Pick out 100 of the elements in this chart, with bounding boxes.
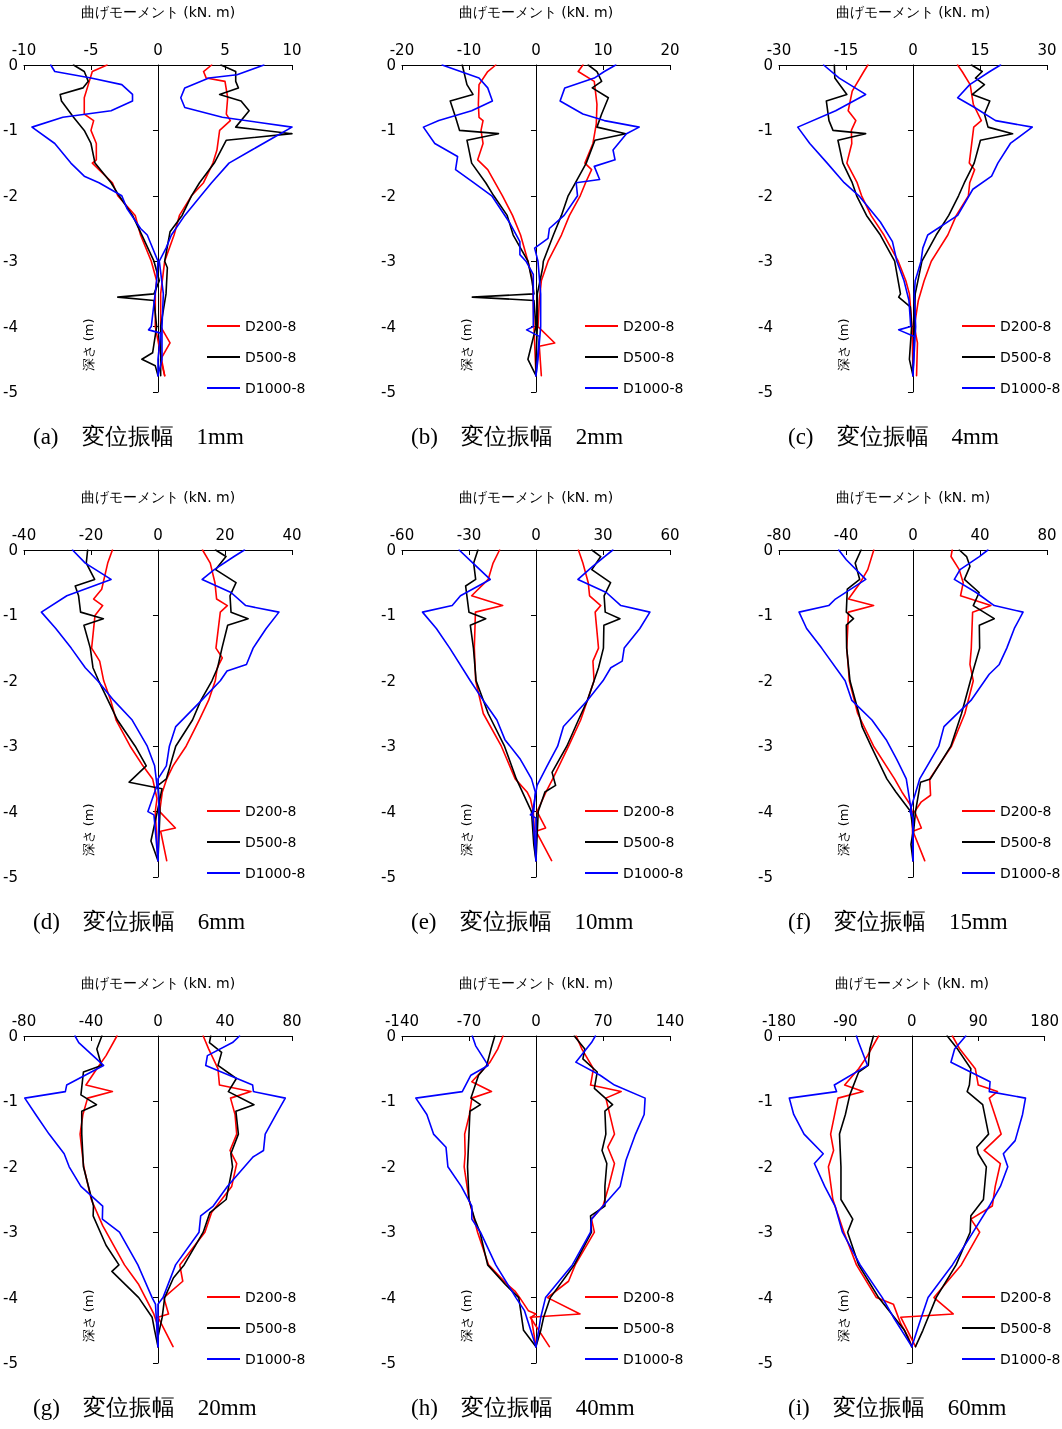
legend-label: D1000-8 xyxy=(1000,1351,1061,1367)
y-tick-label: -5 xyxy=(2,1354,18,1372)
y-tick-label: -1 xyxy=(757,121,773,140)
legend-label: D500-8 xyxy=(245,349,297,365)
y-tick-label: 0 xyxy=(8,1027,18,1045)
x-tick-label: -70 xyxy=(456,1011,482,1030)
y-tick-label: -1 xyxy=(380,121,396,140)
y-tick-label: -2 xyxy=(2,186,18,205)
legend-label: D200-8 xyxy=(1000,318,1052,334)
y-tick-label: -2 xyxy=(757,1157,773,1176)
legend-label: D1000-8 xyxy=(1000,380,1061,396)
y-tick-label: 0 xyxy=(763,1027,773,1045)
y-tick-label: -2 xyxy=(2,671,18,690)
x-tick-label: -10 xyxy=(11,40,37,59)
y-tick-label: -5 xyxy=(757,383,773,401)
x-tick-label: -90 xyxy=(833,1011,858,1030)
y-tick-label: -2 xyxy=(2,1157,18,1176)
y-tick-label: 0 xyxy=(763,541,773,559)
y-tick-label: -2 xyxy=(380,1157,396,1176)
x-tick-label: -5 xyxy=(83,40,99,59)
y-tick-label: -4 xyxy=(757,1288,773,1307)
text: (c) 変位振幅 4mm xyxy=(788,424,999,449)
y-tick-label: -5 xyxy=(380,868,396,886)
x-tick-label: 0 xyxy=(153,1011,163,1030)
y-axis-title: 深さ (m) xyxy=(80,318,96,372)
x-tick-label: 40 xyxy=(215,1011,235,1030)
legend-label: D1000-8 xyxy=(245,865,306,881)
x-tick-label: 80 xyxy=(282,1011,302,1030)
legend-label: D500-8 xyxy=(623,834,675,850)
legend-label: D200-8 xyxy=(623,318,675,334)
legend-label: D1000-8 xyxy=(245,1351,306,1367)
y-axis-title: 深さ (m) xyxy=(835,1289,851,1343)
x-axis-title: 曲げモーメント (kN. m) xyxy=(80,4,236,20)
y-tick-label: -3 xyxy=(757,1223,773,1242)
x-tick-label: 140 xyxy=(655,1011,685,1030)
y-tick-label: 0 xyxy=(8,56,18,74)
x-tick-label: -30 xyxy=(456,525,482,544)
y-tick-label: -3 xyxy=(2,1223,18,1242)
y-tick-label: 0 xyxy=(8,541,18,559)
x-tick-label: 40 xyxy=(282,525,302,544)
x-axis-title: 曲げモーメント (kN. m) xyxy=(458,4,614,20)
x-tick-label: 30 xyxy=(1037,40,1057,59)
legend-label: D1000-8 xyxy=(623,865,684,881)
y-tick-label: -4 xyxy=(380,317,396,336)
text: (i) 変位振幅 60mm xyxy=(788,1395,1007,1420)
x-tick-label: 90 xyxy=(968,1011,988,1030)
x-tick-label: 0 xyxy=(531,1011,541,1030)
y-tick-label: 0 xyxy=(763,56,773,74)
y-axis-title: 深さ (m) xyxy=(835,318,851,372)
y-tick-label: -3 xyxy=(380,1223,396,1242)
legend-label: D200-8 xyxy=(623,1289,675,1305)
x-tick-label: -20 xyxy=(78,525,104,544)
y-tick-label: -2 xyxy=(380,671,396,690)
y-tick-label: -5 xyxy=(2,383,18,401)
x-tick-label: 40 xyxy=(970,525,990,544)
y-tick-label: -1 xyxy=(2,1092,18,1111)
x-tick-label: 60 xyxy=(660,525,680,544)
y-tick-label: 0 xyxy=(386,541,396,559)
y-axis-title: 深さ (m) xyxy=(458,318,474,372)
x-tick-label: -15 xyxy=(833,40,859,59)
x-tick-label: 0 xyxy=(153,40,163,59)
legend-label: D1000-8 xyxy=(623,1351,684,1367)
y-tick-label: -2 xyxy=(380,186,396,205)
x-axis-title: 曲げモーメント (kN. m) xyxy=(80,975,236,991)
y-tick-label: -5 xyxy=(757,1354,773,1372)
y-tick-label: -3 xyxy=(757,252,773,271)
y-tick-label: -2 xyxy=(757,186,773,205)
x-axis-title: 曲げモーメント (kN. m) xyxy=(458,489,614,505)
y-tick-label: -3 xyxy=(380,252,396,271)
y-axis-title: 深さ (m) xyxy=(458,803,474,857)
y-tick-label: -3 xyxy=(2,252,18,271)
y-tick-label: -5 xyxy=(380,383,396,401)
y-axis-title: 深さ (m) xyxy=(80,1289,96,1343)
text: (f) 変位振幅 15mm xyxy=(788,909,1008,934)
legend-label: D1000-8 xyxy=(245,380,306,396)
legend-label: D200-8 xyxy=(245,803,297,819)
legend-label: D200-8 xyxy=(245,1289,297,1305)
x-tick-label: -60 xyxy=(389,525,415,544)
x-tick-label: 20 xyxy=(660,40,680,59)
x-tick-label: 0 xyxy=(531,525,541,544)
legend-label: D500-8 xyxy=(1000,1320,1052,1336)
x-tick-label: 5 xyxy=(220,40,230,59)
legend-label: D200-8 xyxy=(1000,803,1052,819)
x-tick-label: -40 xyxy=(11,525,37,544)
x-tick-label: 15 xyxy=(970,40,990,59)
x-tick-label: 0 xyxy=(531,40,541,59)
legend-label: D500-8 xyxy=(1000,834,1052,850)
x-tick-label: 20 xyxy=(215,525,235,544)
y-tick-label: -1 xyxy=(757,1092,773,1111)
legend-label: D200-8 xyxy=(245,318,297,334)
y-axis-title: 深さ (m) xyxy=(458,1289,474,1343)
y-tick-label: -3 xyxy=(2,737,18,756)
y-tick-label: 0 xyxy=(386,1027,396,1045)
x-tick-label: -140 xyxy=(384,1011,419,1030)
legend-label: D500-8 xyxy=(1000,349,1052,365)
y-tick-label: -2 xyxy=(757,671,773,690)
legend-label: D200-8 xyxy=(623,803,675,819)
text: (g) 変位振幅 20mm xyxy=(33,1395,257,1420)
x-axis-title: 曲げモーメント (kN. m) xyxy=(835,489,991,505)
text: (d) 変位振幅 6mm xyxy=(33,909,246,934)
